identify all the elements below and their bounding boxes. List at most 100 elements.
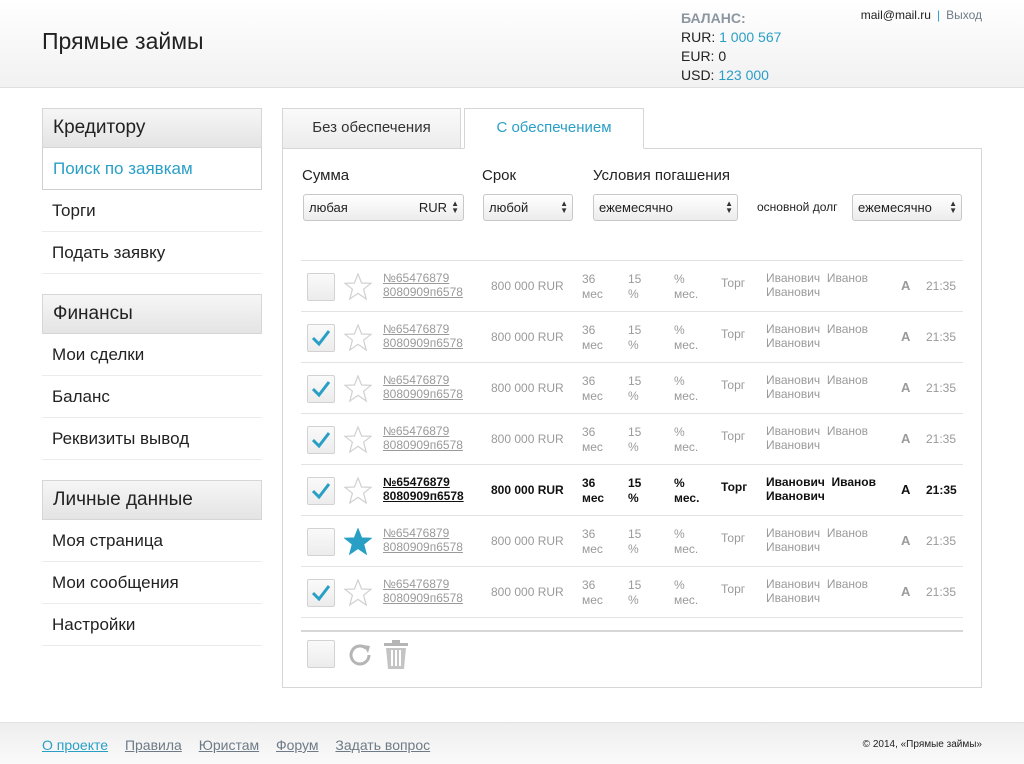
table-row[interactable]: №65476879 8080909п6578 800 000 RUR 36 мес 15%… xyxy=(301,312,963,363)
rate-period-percent: % xyxy=(674,476,685,490)
footer-link-lawyers[interactable]: Юристам xyxy=(198,737,260,753)
checkmark-icon xyxy=(312,330,330,347)
user-email[interactable]: mail@mail.ru xyxy=(860,8,931,22)
sidebar-item[interactable]: Мои сделки xyxy=(42,334,262,376)
request-number-link[interactable]: №65476879 8080909п6578 xyxy=(383,322,463,350)
rate-period-percent: % xyxy=(674,527,685,541)
sidebar-item[interactable]: Поиск по заявкам xyxy=(42,148,262,190)
row-checkbox[interactable] xyxy=(307,426,335,454)
request-number: №65476879 xyxy=(383,271,450,285)
sidebar-item[interactable]: Моя страница xyxy=(42,520,262,562)
footer-link-forum[interactable]: Форум xyxy=(276,737,319,753)
request-number: №65476879 xyxy=(383,577,450,591)
repay-select[interactable]: ежемесячно ▲ ▼ xyxy=(593,194,738,221)
request-number-link[interactable]: №65476879 8080909п6578 xyxy=(383,424,463,452)
rating-grade: A xyxy=(901,329,911,344)
star-icon[interactable] xyxy=(344,426,372,454)
sidebar-item[interactable]: Торги xyxy=(42,190,262,232)
request-code: 8080909п6578 xyxy=(383,336,463,350)
site-logo[interactable]: Прямые займы xyxy=(42,28,204,54)
table-row[interactable]: №65476879 8080909п6578 800 000 RUR 36 мес 15%… xyxy=(301,363,963,414)
refresh-icon[interactable] xyxy=(345,640,375,670)
star-icon[interactable] xyxy=(344,375,372,403)
borrower-name: Иванович Иванов Иванович xyxy=(766,322,868,350)
rating-grade: A xyxy=(901,278,911,293)
star-icon[interactable] xyxy=(344,273,372,301)
rating-grade: A xyxy=(901,431,911,446)
row-checkbox[interactable] xyxy=(307,375,335,403)
request-number: №65476879 xyxy=(383,475,450,489)
table-row[interactable]: №65476879 8080909п6578 800 000 RUR 36 мес 15%… xyxy=(301,465,963,516)
loan-term-value: 36 xyxy=(582,374,596,388)
footer-link-about[interactable]: О проекте xyxy=(42,737,109,753)
rate-period-unit: мес. xyxy=(674,542,699,556)
select-all-checkbox[interactable] xyxy=(307,640,335,668)
rate-period: % мес. xyxy=(674,374,698,404)
sidebar-item[interactable]: Реквизиты вывод xyxy=(42,418,262,460)
borrower-name-line2: Иванович xyxy=(766,438,821,452)
tab-secured[interactable]: С обеспечением xyxy=(464,108,644,149)
sidebar-item[interactable]: Подать заявку xyxy=(42,232,262,274)
star-icon[interactable] xyxy=(344,477,372,505)
rate-period-percent: % xyxy=(674,374,685,388)
table-row[interactable]: №65476879 8080909п6578 800 000 RUR 36 мес 15%… xyxy=(301,516,963,567)
request-time: 21:35 xyxy=(926,585,957,599)
star-icon[interactable] xyxy=(344,579,372,607)
loan-term-unit: мес xyxy=(582,338,603,352)
rate-period: % мес. xyxy=(674,476,699,506)
request-number-link[interactable]: №65476879 8080909п6578 xyxy=(383,475,464,503)
table-row[interactable]: №65476879 8080909п6578 800 000 RUR 36 мес 15%… xyxy=(301,567,963,618)
row-checkbox[interactable] xyxy=(307,477,335,505)
loan-rate: 15% xyxy=(628,578,641,608)
loan-rate: 15% xyxy=(628,425,641,455)
loan-sum: 800 000 RUR xyxy=(491,483,564,497)
star-icon[interactable] xyxy=(344,528,372,556)
rate-period-percent: % xyxy=(674,323,685,337)
tab-unsecured[interactable]: Без обеспечения xyxy=(282,108,461,149)
borrower-name-line2: Иванович xyxy=(766,489,825,503)
table-row[interactable]: №65476879 8080909п6578 800 000 RUR 36 мес 15%… xyxy=(301,261,963,312)
request-number-link[interactable]: №65476879 8080909п6578 xyxy=(383,271,463,299)
request-number-link[interactable]: №65476879 8080909п6578 xyxy=(383,526,463,554)
row-checkbox[interactable] xyxy=(307,324,335,352)
request-code: 8080909п6578 xyxy=(383,489,464,503)
requests-table: №65476879 8080909п6578 800 000 RUR 36 мес 15%… xyxy=(301,260,963,618)
rating-grade: A xyxy=(901,533,911,548)
loan-term-unit: мес xyxy=(582,542,603,556)
footer-link-ask[interactable]: Задать вопрос xyxy=(335,737,431,753)
table-row[interactable]: №65476879 8080909п6578 800 000 RUR 36 мес 15%… xyxy=(301,414,963,465)
loan-term-unit: мес xyxy=(582,287,603,301)
trash-icon[interactable] xyxy=(383,640,409,670)
sidebar-group-title: Финансы xyxy=(42,294,262,334)
deal-type: Торг xyxy=(721,276,746,290)
borrower-name: Иванович Иванов Иванович xyxy=(766,475,876,503)
main-panel: Сумма любая RUR ▲ ▼ Срок любой ▲ ▼ Условия… xyxy=(282,148,982,688)
term-filter-label: Срок xyxy=(482,167,517,184)
rate-period-unit: мес. xyxy=(674,389,699,403)
star-icon[interactable] xyxy=(344,324,372,352)
sum-select-unit: RUR xyxy=(418,200,447,215)
request-number-link[interactable]: №65476879 8080909п6578 xyxy=(383,577,463,605)
logout-link[interactable]: Выход xyxy=(946,8,982,22)
row-checkbox[interactable] xyxy=(307,528,335,556)
balance-currency: RUR: xyxy=(681,29,716,45)
row-checkbox[interactable] xyxy=(307,273,335,301)
loan-term: 36 мес xyxy=(582,476,604,506)
sum-select-value: любая xyxy=(309,200,348,215)
sidebar-item[interactable]: Мои сообщения xyxy=(42,562,262,604)
sum-select[interactable]: любая RUR ▲ ▼ xyxy=(303,194,464,221)
rate-period: % мес. xyxy=(674,527,698,557)
select-arrows-icon: ▲ ▼ xyxy=(725,199,733,215)
row-checkbox[interactable] xyxy=(307,579,335,607)
footer-link-rules[interactable]: Правила xyxy=(124,737,182,753)
principal-select[interactable]: ежемесячно ▲ ▼ xyxy=(852,194,962,221)
term-select[interactable]: любой ▲ ▼ xyxy=(483,194,573,221)
deal-type: Торг xyxy=(721,531,746,545)
request-number-link[interactable]: №65476879 8080909п6578 xyxy=(383,373,463,401)
sidebar-item[interactable]: Настройки xyxy=(42,604,262,646)
loan-term-unit: мес xyxy=(582,491,605,505)
borrower-name-line2: Иванович xyxy=(766,285,821,299)
sidebar-item[interactable]: Баланс xyxy=(42,376,262,418)
borrower-name: Иванович Иванов Иванович xyxy=(766,526,868,554)
deal-type: Торг xyxy=(721,378,746,392)
